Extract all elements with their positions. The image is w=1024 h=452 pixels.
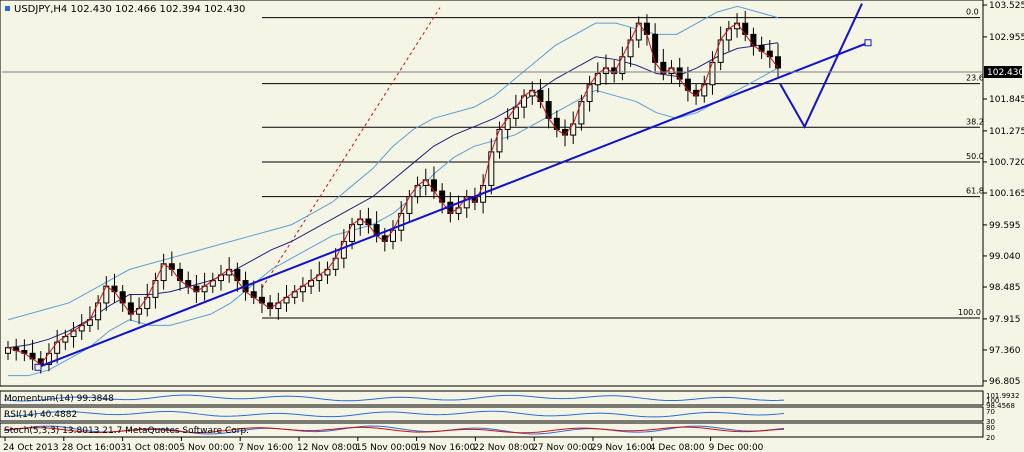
fib-level-label: 50.0 bbox=[966, 152, 984, 161]
time-tick-label: 9 Dec 00:00 bbox=[709, 443, 764, 452]
time-tick-label: 19 Nov 16:00 bbox=[415, 443, 476, 452]
momentum-line bbox=[3, 394, 785, 402]
price-tick-label: 100.720 bbox=[989, 158, 1024, 168]
rsi-scale-label: 30 bbox=[986, 418, 995, 426]
bollinger-middle-band bbox=[7, 42, 779, 349]
trendline-anchor-end bbox=[864, 39, 872, 47]
price-tick-label: 99.040 bbox=[989, 252, 1021, 262]
fast-moving-average-line bbox=[7, 22, 779, 366]
stochastic-label: Stoch(5,3,3) 13.8013 21.7 MetaQuotes Sof… bbox=[4, 426, 249, 436]
symbol-marker-icon bbox=[5, 6, 10, 11]
ascending-trendline bbox=[37, 41, 869, 369]
current-price-box bbox=[984, 66, 1022, 78]
price-tick-label: 99.595 bbox=[989, 221, 1021, 231]
stochastic-signal-line bbox=[3, 426, 785, 434]
stochastic-scale-label: 20 bbox=[986, 434, 995, 442]
current-price-tag: 102.430 bbox=[984, 66, 1024, 78]
time-tick-label: 7 Nov 16:00 bbox=[238, 443, 293, 452]
current-price-label: 102.430 bbox=[987, 68, 1024, 78]
momentum-scale-label: 98.4568 bbox=[986, 402, 1015, 410]
price-tick-label: 101.845 bbox=[989, 95, 1024, 105]
time-tick-label: 28 Oct 16:00 bbox=[62, 443, 121, 452]
candle-bearish bbox=[652, 33, 659, 63]
stochastic-panel-frame bbox=[0, 422, 984, 438]
candles-layer bbox=[5, 10, 781, 374]
chart-header: USDJPY,H4 102.430 102.466 102.394 102.43… bbox=[5, 4, 245, 15]
projection-path bbox=[779, 3, 863, 129]
fibonacci-layer: 0.0 23.6 38.2 50.0 61.8 100.0 bbox=[261, 7, 984, 319]
time-tick-label: 4 Dec 08:00 bbox=[650, 443, 705, 452]
time-tick-label: 29 Nov 16:00 bbox=[591, 443, 652, 452]
price-tick-label: 103.525 bbox=[989, 1, 1024, 11]
time-tick-label: 12 Nov 08:00 bbox=[297, 443, 358, 452]
momentum-label: Momentum(14) 99.3848 bbox=[4, 394, 114, 404]
price-tick-label: 102.955 bbox=[989, 33, 1024, 43]
time-axis: 24 Oct 2013 28 Oct 16:00 31 Oct 08:00 5 Nov… bbox=[3, 437, 764, 452]
fib-level-label: 23.6 bbox=[966, 74, 984, 83]
price-axis: 103.525 102.955 101.845 101.275 100.720 100.1… bbox=[983, 1, 1024, 387]
stochastic-scale-label: 80 bbox=[986, 424, 995, 432]
momentum-scale-label: 100 bbox=[986, 397, 999, 405]
bollinger-lower-band bbox=[8, 67, 779, 377]
fib-level-label: 38.2 bbox=[966, 117, 984, 126]
time-tick-label: 27 Nov 00:00 bbox=[532, 443, 593, 452]
trendline-anchor-start bbox=[34, 363, 42, 371]
time-tick-label: 15 Nov 00:00 bbox=[356, 443, 417, 452]
price-tick-label: 98.485 bbox=[989, 283, 1021, 293]
price-tick-label: 96.805 bbox=[989, 377, 1021, 387]
price-tick-label: 100.165 bbox=[989, 189, 1024, 199]
rsi-scale-label: 70 bbox=[986, 408, 995, 416]
candle-bullish bbox=[488, 151, 495, 186]
time-tick-label: 5 Nov 00:00 bbox=[179, 443, 234, 452]
time-tick-label: 22 Nov 08:00 bbox=[473, 443, 534, 452]
fib-level-label: 100.0 bbox=[958, 308, 981, 317]
price-tick-label: 97.915 bbox=[989, 315, 1021, 325]
rsi-label: RSI(14) 40.4882 bbox=[4, 410, 77, 420]
rsi-line bbox=[3, 410, 785, 418]
rsi-panel-frame bbox=[0, 406, 984, 422]
price-tick-label: 101.275 bbox=[989, 127, 1024, 137]
time-tick-label: 31 Oct 08:00 bbox=[121, 443, 180, 452]
momentum-panel-frame bbox=[0, 390, 984, 406]
drawing-tools-layer bbox=[2, 3, 983, 371]
momentum-scale-label: 101.9932 bbox=[986, 392, 1019, 400]
chart-title: USDJPY,H4 102.430 102.466 102.394 102.43… bbox=[14, 4, 245, 15]
fib-level-label: 0.0 bbox=[966, 8, 979, 17]
time-tick-label: 24 Oct 2013 bbox=[3, 443, 59, 452]
fib-level-label: 61.8 bbox=[966, 187, 984, 196]
price-tick-label: 97.360 bbox=[989, 346, 1021, 356]
